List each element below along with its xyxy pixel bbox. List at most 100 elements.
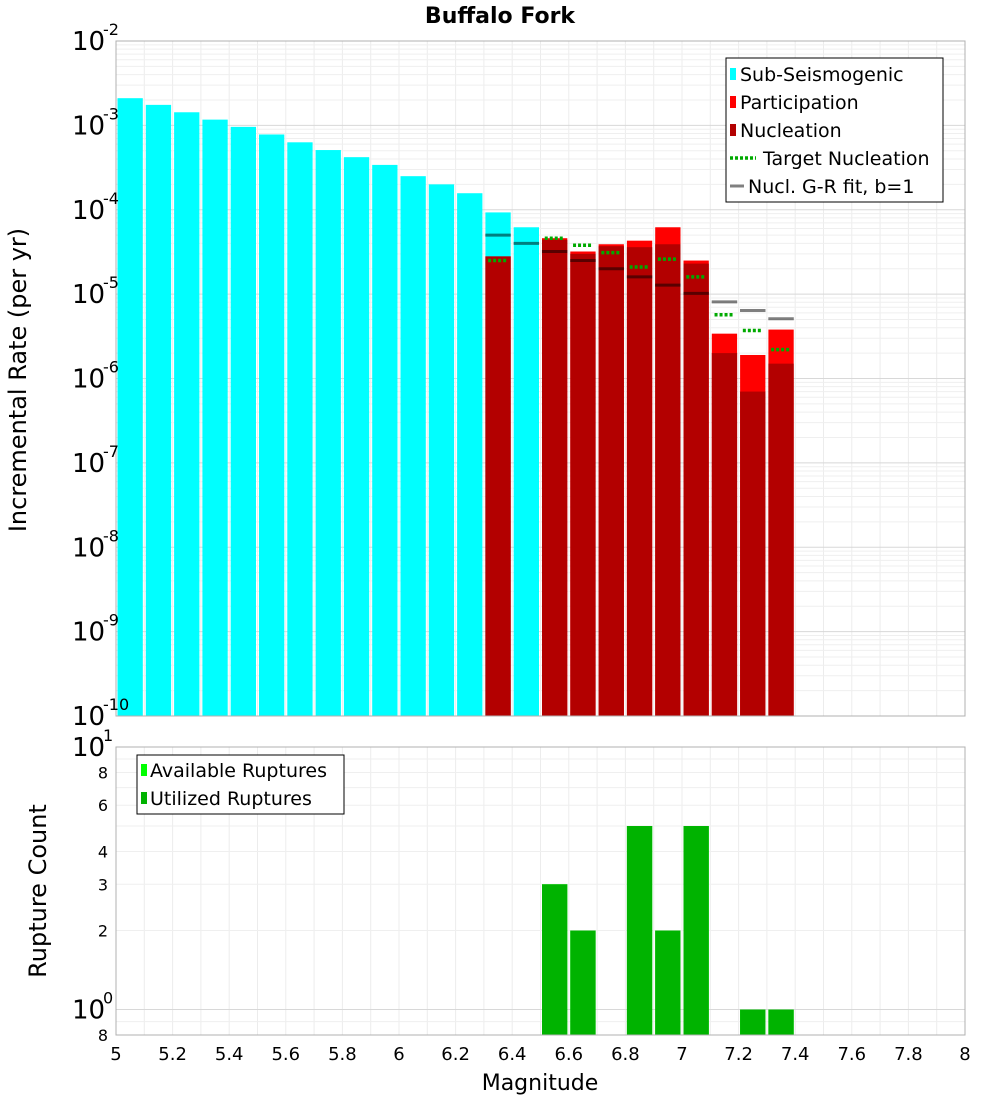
legend-swatch bbox=[730, 68, 736, 80]
x-tick-label: 7.6 bbox=[837, 1044, 866, 1065]
x-tick-label: 7.2 bbox=[724, 1044, 753, 1065]
sub-seismogenic-bar bbox=[259, 134, 285, 717]
bottom-y-minor-tick-label: 6 bbox=[98, 796, 108, 815]
nucleation-bar bbox=[485, 256, 511, 716]
top-y-tick-exponent: -10 bbox=[103, 695, 129, 714]
nucleation-bar bbox=[683, 263, 709, 716]
x-tick-label: 5.4 bbox=[215, 1044, 244, 1065]
x-tick-label: 6.8 bbox=[611, 1044, 640, 1065]
bottom-y-minor-tick-label: 3 bbox=[98, 875, 108, 894]
nucleation-bar bbox=[626, 247, 653, 716]
top-legend-label: Nucleation bbox=[740, 120, 842, 142]
top-legend-label: Nucl. G-R fit, b=1 bbox=[748, 176, 914, 198]
sub-seismogenic-bar bbox=[174, 112, 200, 716]
bottom-y-major-tick-label: 10 bbox=[72, 996, 105, 1026]
x-tick-label: 5 bbox=[110, 1044, 121, 1065]
legend-swatch bbox=[141, 792, 147, 804]
x-tick-label: 8 bbox=[959, 1044, 970, 1065]
nucleation-bar bbox=[711, 353, 738, 716]
top-y-tick-exponent: -8 bbox=[103, 526, 119, 545]
nucleation-bar bbox=[570, 253, 596, 716]
top-y-tick-exponent: -2 bbox=[103, 20, 119, 39]
utilized-ruptures-bar bbox=[683, 826, 709, 1035]
top-plot-frame bbox=[115, 40, 966, 717]
sub-seismogenic-bar bbox=[315, 150, 341, 716]
bottom-legend-label: Utilized Ruptures bbox=[150, 788, 312, 810]
x-tick-label: 5.8 bbox=[328, 1044, 357, 1065]
nucleation-bar bbox=[768, 363, 794, 716]
x-tick-label: 5.2 bbox=[158, 1044, 187, 1065]
nucleation-bar bbox=[740, 391, 766, 716]
top-y-tick-label: 10 bbox=[72, 280, 105, 310]
x-tick-label: 6.2 bbox=[441, 1044, 470, 1065]
nucleation-bar bbox=[542, 239, 568, 716]
top-y-tick-label: 10 bbox=[72, 365, 105, 395]
bottom-legend-label: Available Ruptures bbox=[150, 760, 327, 782]
bottom-plot-frame bbox=[115, 746, 966, 1036]
top-y-tick-exponent: -9 bbox=[103, 611, 119, 630]
utilized-ruptures-bar bbox=[626, 826, 653, 1035]
nucleation-bar bbox=[655, 244, 681, 717]
legend-swatch bbox=[730, 96, 736, 108]
bottom-y-minor-tick-label: 8 bbox=[98, 763, 108, 782]
top-legend-label: Target Nucleation bbox=[762, 148, 930, 170]
top-y-tick-exponent: -6 bbox=[103, 358, 119, 377]
top-y-tick-exponent: -5 bbox=[103, 273, 119, 292]
top-y-tick-label: 10 bbox=[72, 449, 105, 479]
sub-seismogenic-bar bbox=[202, 119, 228, 716]
utilized-ruptures-bar bbox=[655, 930, 681, 1035]
sub-seismogenic-bar bbox=[343, 157, 370, 717]
x-tick-label: 7.4 bbox=[781, 1044, 810, 1065]
x-tick-label: 7.8 bbox=[894, 1044, 923, 1065]
x-tick-label: 5.6 bbox=[271, 1044, 300, 1065]
top-y-tick-exponent: -4 bbox=[103, 189, 119, 208]
top-line-markers bbox=[485, 233, 794, 352]
utilized-ruptures-bar bbox=[570, 930, 596, 1035]
top-y-tick-exponent: -7 bbox=[103, 442, 119, 461]
top-y-tick-label: 10 bbox=[72, 533, 105, 563]
legend-swatch bbox=[730, 124, 736, 136]
x-tick-label: 6.6 bbox=[554, 1044, 583, 1065]
top-bars bbox=[117, 98, 794, 717]
x-axis-label: Magnitude bbox=[482, 1071, 599, 1096]
chart-title: Buffalo Fork bbox=[425, 4, 577, 29]
utilized-ruptures-bar bbox=[740, 1009, 766, 1035]
sub-seismogenic-bar bbox=[372, 164, 398, 716]
sub-seismogenic-bar bbox=[457, 193, 483, 717]
bottom-bars bbox=[542, 826, 794, 1035]
top-y-axis-label: Incremental Rate (per yr) bbox=[4, 228, 32, 532]
sub-seismogenic-bar bbox=[287, 142, 313, 716]
top-legend-label: Participation bbox=[740, 92, 859, 114]
top-y-tick-exponent: -3 bbox=[103, 104, 119, 123]
top-y-tick-label: 10 bbox=[72, 111, 105, 141]
bottom-y-major-tick-label: 10 bbox=[72, 733, 105, 763]
utilized-ruptures-bar bbox=[768, 1009, 794, 1035]
top-y-tick-label: 10 bbox=[72, 196, 105, 226]
x-tick-label: 7 bbox=[676, 1044, 687, 1065]
bottom-y-minor-tick-label: 4 bbox=[98, 842, 108, 861]
x-tick-label: 6.4 bbox=[498, 1044, 527, 1065]
top-y-tick-label: 10 bbox=[72, 702, 105, 732]
x-tick-label: 6 bbox=[393, 1044, 404, 1065]
nucleation-bar bbox=[598, 246, 624, 716]
top-legend-label: Sub-Seismogenic bbox=[740, 64, 904, 86]
sub-seismogenic-bar bbox=[230, 126, 256, 717]
x-tick-labels: 5 5.2 5.4 5.6 5.8 6 6.2 6.4 6.6 6.8 7 7.2 7.4 7.6 7.8 8 bbox=[110, 1044, 970, 1065]
bottom-y-major-tick-exponent: 1 bbox=[103, 726, 113, 745]
bottom-y-minor-tick-label: 2 bbox=[98, 922, 108, 941]
bottom-y-minor-tick-label: 8 bbox=[98, 1026, 108, 1045]
top-legend: Sub-Seismogenic Participation Nucleation Ta… bbox=[725, 57, 944, 203]
sub-seismogenic-bar bbox=[400, 176, 426, 716]
top-y-tick-label: 10 bbox=[72, 618, 105, 648]
utilized-ruptures-bar bbox=[542, 884, 568, 1035]
bottom-legend-box bbox=[136, 754, 345, 815]
sub-seismogenic-bar bbox=[145, 104, 172, 717]
sub-seismogenic-bar bbox=[117, 98, 143, 716]
bottom-legend: Available Ruptures Utilized Ruptures bbox=[136, 754, 345, 815]
top-legend-box bbox=[725, 57, 944, 203]
